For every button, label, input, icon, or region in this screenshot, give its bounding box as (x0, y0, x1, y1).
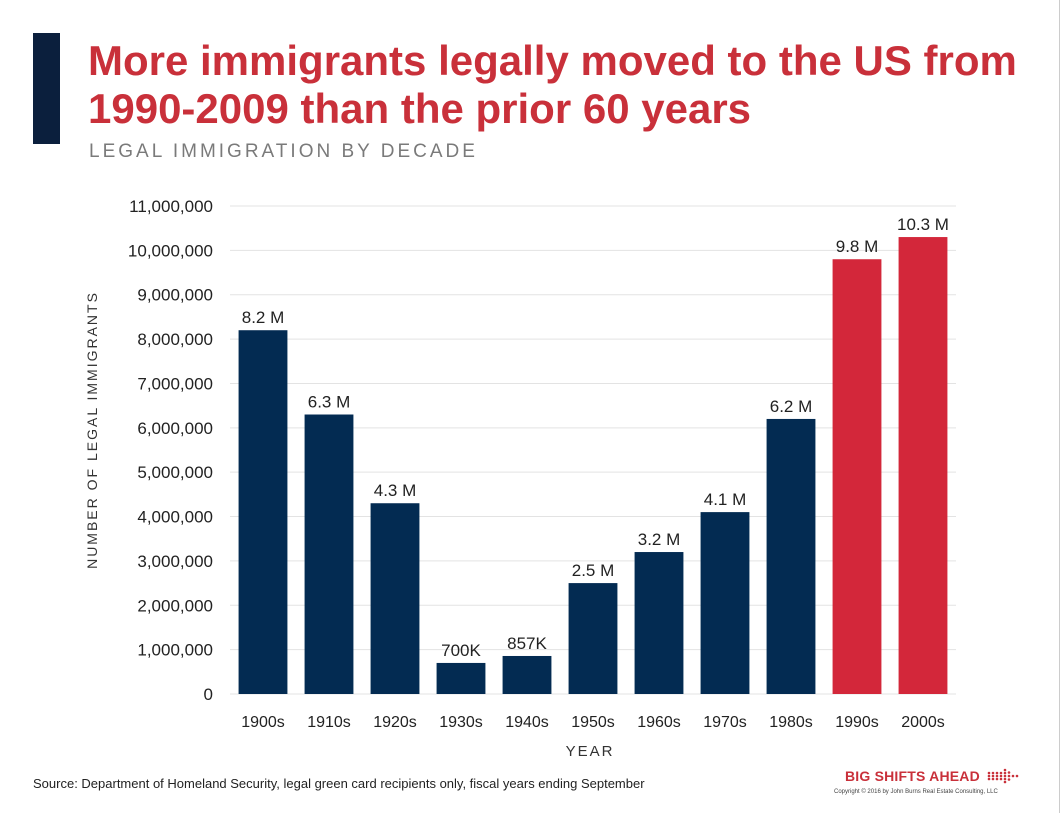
bar-1920s (370, 503, 420, 694)
y-tick-label: 8,000,000 (137, 330, 213, 349)
bar-1950s (568, 583, 618, 694)
data-label-1980s: 6.2 M (770, 397, 813, 416)
x-tick-label: 1940s (505, 714, 549, 731)
x-tick-label: 1960s (637, 714, 681, 731)
bar-1940s (502, 655, 552, 694)
y-tick-label: 4,000,000 (137, 508, 213, 527)
x-tick-label: 1910s (307, 714, 351, 731)
data-label-1930s: 700K (441, 641, 481, 660)
brand-logo: BIG SHIFTS AHEAD (845, 767, 1020, 785)
y-tick-label: 5,000,000 (137, 463, 213, 482)
x-tick-label: 1970s (703, 714, 747, 731)
data-label-1950s: 2.5 M (572, 561, 615, 580)
y-axis-label: NUMBER OF LEGAL IMMIGRANTS (84, 291, 100, 569)
chart-subtitle: LEGAL IMMIGRATION BY DECADE (89, 141, 478, 162)
y-tick-label: 11,000,000 (129, 197, 213, 216)
y-tick-label: 10,000,000 (128, 241, 213, 260)
bar-1990s (832, 259, 882, 694)
y-tick-label: 9,000,000 (137, 286, 213, 305)
x-axis-label: YEAR (565, 743, 615, 760)
data-label-1910s: 6.3 M (308, 393, 351, 412)
data-label-1940s: 857K (507, 634, 547, 653)
y-tick-label: 2,000,000 (137, 596, 213, 615)
y-tick-label: 7,000,000 (137, 374, 213, 393)
y-tick-label: 6,000,000 (137, 419, 213, 438)
y-tick-label: 1,000,000 (137, 641, 213, 660)
page-title: More immigrants legally moved to the US … (88, 37, 1017, 132)
title-accent-bar (33, 33, 60, 144)
arrow-dots-icon (988, 768, 1019, 784)
x-tick-label: 1950s (571, 714, 615, 731)
slide-edge-divider (1059, 0, 1060, 813)
x-tick-label: 1990s (835, 714, 879, 731)
x-tick-label: 2000s (901, 714, 945, 731)
data-label-1960s: 3.2 M (638, 530, 681, 549)
y-tick-label: 0 (204, 685, 213, 704)
bar-1980s (766, 418, 816, 694)
x-tick-label: 1980s (769, 714, 813, 731)
x-tick-label: 1920s (373, 714, 417, 731)
brand-name: BIG SHIFTS AHEAD (845, 767, 980, 784)
bar-2000s (898, 237, 948, 694)
x-tick-label: 1930s (439, 714, 483, 731)
data-label-1990s: 9.8 M (836, 237, 879, 256)
x-tick-label: 1900s (241, 714, 285, 731)
data-label-2000s: 10.3 M (897, 215, 949, 234)
data-label-1970s: 4.1 M (704, 490, 747, 509)
y-tick-label: 3,000,000 (137, 552, 213, 571)
data-label-1900s: 8.2 M (242, 308, 285, 327)
bar-1930s (436, 662, 486, 694)
source-note: Source: Department of Homeland Security,… (33, 776, 645, 791)
bar-1910s (304, 414, 354, 694)
data-label-1920s: 4.3 M (374, 481, 417, 500)
bar-1960s (634, 552, 684, 694)
bar-1970s (700, 512, 750, 694)
bar-1900s (238, 330, 288, 694)
copyright-note: Copyright © 2016 by John Burns Real Esta… (834, 789, 998, 795)
